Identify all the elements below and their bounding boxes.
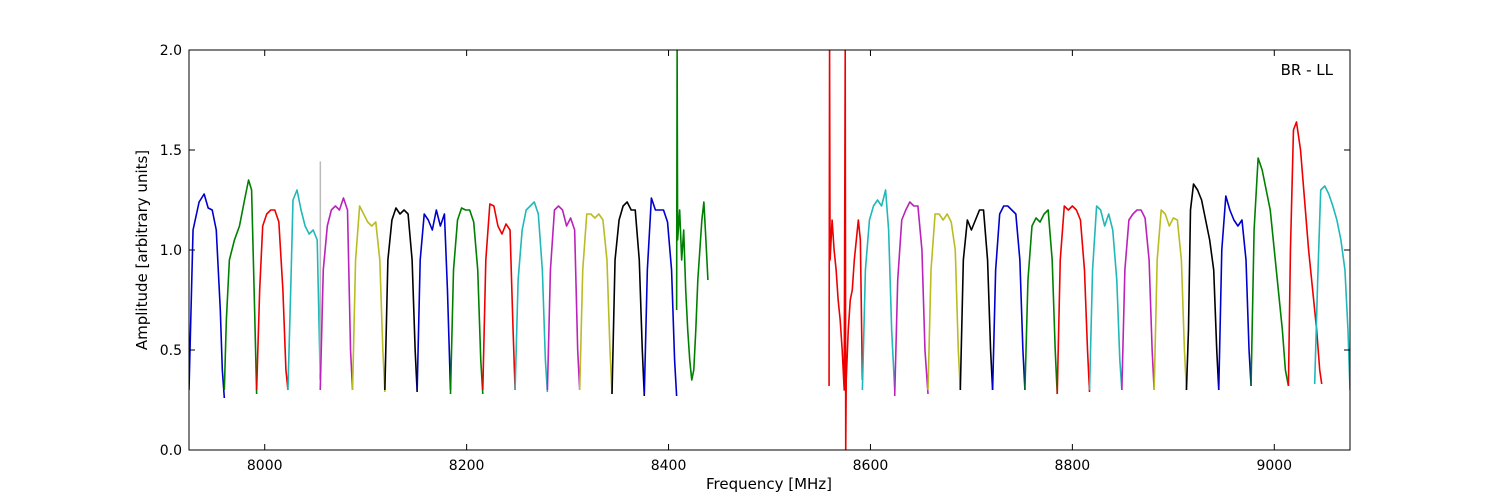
series-line-30 — [1217, 195, 1252, 391]
panel-annotation: BR - LL — [1281, 61, 1334, 79]
x-tick-label: 8800 — [1055, 458, 1091, 474]
x-tick-label: 8600 — [853, 458, 889, 474]
series-layer — [189, 50, 1350, 450]
series-line-15 — [611, 201, 646, 397]
series-line-8 — [384, 207, 418, 393]
y-axis-label: Amplitude [arbitrary units] — [133, 150, 151, 350]
y-tick-label: 1.0 — [160, 243, 182, 259]
series-line-14 — [578, 213, 613, 395]
series-line-24 — [1024, 209, 1059, 395]
series-line-23 — [991, 205, 1026, 391]
x-axis-label: Frequency [MHz] — [706, 475, 832, 493]
y-tick-label: 0.0 — [160, 443, 182, 459]
y-tick-label: 0.5 — [160, 343, 182, 359]
series-line-12 — [514, 201, 549, 393]
series-line-11 — [481, 203, 516, 391]
series-line-26 — [1088, 205, 1123, 391]
series-line-25 — [1056, 205, 1091, 395]
x-axis: 8000 8200 8400 8600 8800 9000 — [247, 50, 1292, 474]
series-line-18 — [828, 50, 864, 450]
series-line-29 — [1185, 183, 1220, 391]
series-line-32 — [1287, 121, 1323, 387]
series-line-3 — [255, 209, 289, 391]
x-tick-label: 9000 — [1256, 458, 1292, 474]
series-line-1 — [189, 193, 226, 399]
series-line-19 — [861, 189, 896, 391]
series-line-21 — [927, 213, 962, 391]
plot-area-frame — [188, 49, 1351, 451]
y-tick-label: 1.5 — [160, 143, 182, 159]
x-tick-label: 8000 — [247, 458, 283, 474]
series-line-13 — [546, 205, 581, 391]
series-line-22 — [959, 209, 994, 391]
x-tick-label: 8200 — [449, 458, 485, 474]
series-line-4 — [287, 189, 322, 391]
series-line-7 — [351, 205, 386, 393]
series-line-2 — [223, 179, 258, 395]
series-line-28 — [1153, 209, 1188, 391]
y-axis: 0.0 0.5 1.0 1.5 2.0 — [160, 43, 1350, 459]
series-line-17 — [675, 50, 709, 381]
series-line-27 — [1121, 209, 1155, 391]
series-line-16 — [643, 197, 678, 397]
series-line-9 — [416, 209, 452, 391]
series-line-33 — [1313, 185, 1350, 391]
series-line-6 — [319, 197, 354, 391]
series-line-10 — [449, 207, 484, 395]
series-line-20 — [893, 201, 929, 397]
series-line-31 — [1250, 157, 1290, 387]
x-tick-label: 8400 — [651, 458, 687, 474]
y-tick-label: 2.0 — [160, 43, 182, 59]
